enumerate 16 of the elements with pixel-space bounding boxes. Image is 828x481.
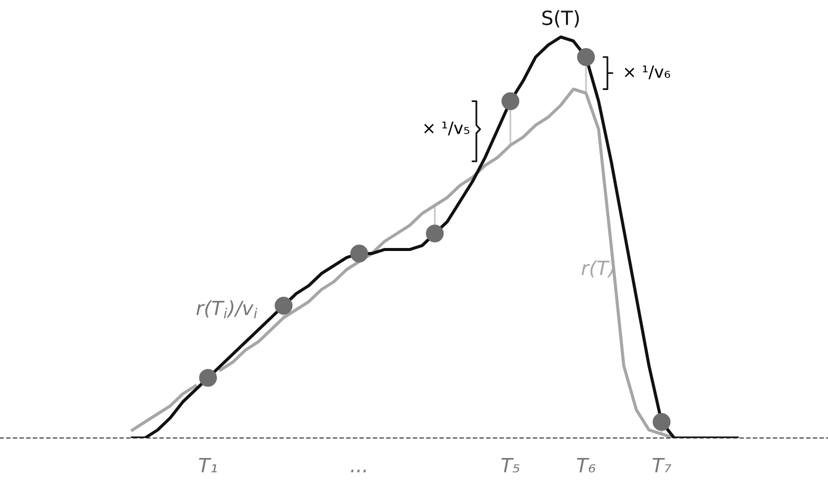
point bbox=[350, 244, 368, 262]
point bbox=[426, 224, 444, 242]
x-tick-label: T₆ bbox=[577, 458, 596, 472]
annotation: r(T$_{i}$)/v$_{i}$ bbox=[196, 300, 258, 318]
point bbox=[577, 48, 595, 66]
series-label: S(T) bbox=[542, 10, 579, 28]
x-tick-label: T₇ bbox=[652, 458, 672, 472]
x-tick-label: T₁ bbox=[199, 458, 217, 472]
x-tick-label: ... bbox=[351, 470, 366, 472]
annotation: × ¹/v₅ bbox=[424, 122, 470, 136]
x-tick-label: T₅ bbox=[501, 458, 520, 472]
point bbox=[652, 413, 671, 431]
annotation: × ¹/v₆ bbox=[624, 65, 670, 80]
point bbox=[274, 296, 293, 315]
point bbox=[501, 92, 520, 110]
point bbox=[199, 368, 217, 387]
